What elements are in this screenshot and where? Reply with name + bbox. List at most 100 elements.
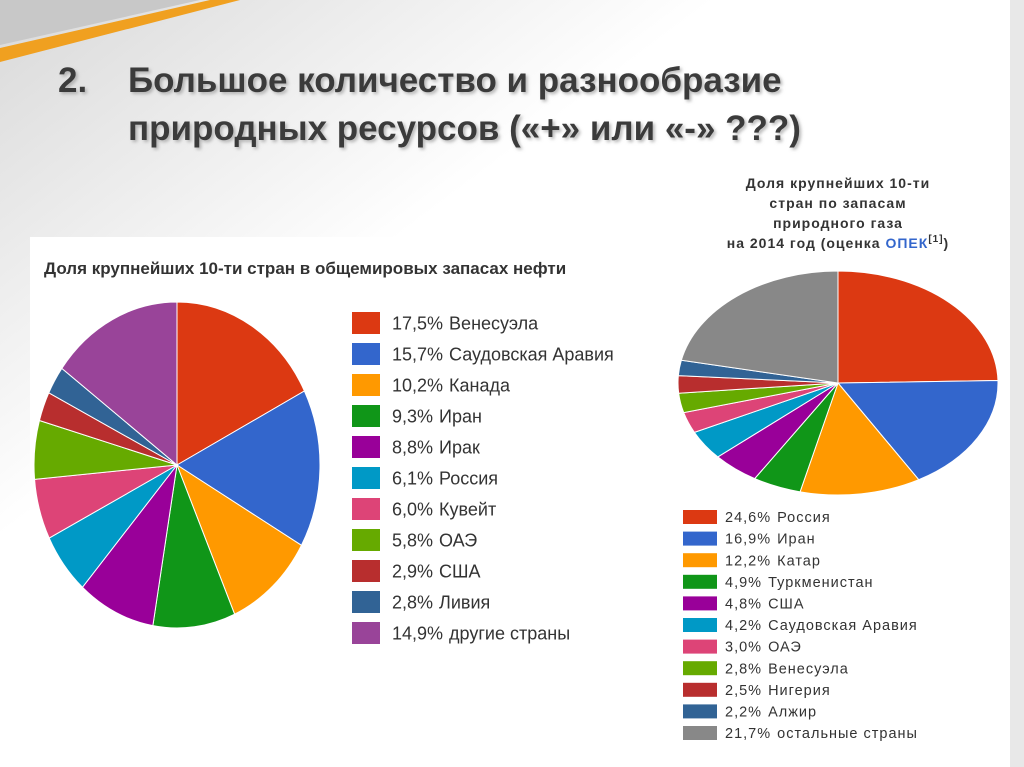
legend-label: Кувейт (439, 499, 496, 519)
pie-slice (81, 463, 178, 627)
legend-label: Саудовская Аравия (449, 344, 614, 364)
chart-title: Доля крупнейших 10-ти стран в общемировы… (44, 259, 566, 278)
legend-swatch (683, 682, 717, 697)
legend-value: 4,9% (725, 575, 762, 591)
legend-entry: 12,2% Катар (725, 553, 821, 569)
legend-swatch (683, 574, 717, 589)
legend-label: Канада (449, 375, 511, 395)
legend-entry: 3,0% ОАЭ (725, 640, 802, 656)
legend-label: Россия (777, 510, 831, 526)
legend-entry: 2,5% Нигерия (725, 683, 831, 699)
legend-value: 10,2% (392, 375, 443, 395)
legend-entry: 5,8% ОАЭ (392, 530, 477, 550)
legend-entry: 8,8% Ирак (392, 437, 480, 457)
legend-label: Саудовская Аравия (768, 618, 918, 634)
legend-entry: 10,2% Канада (392, 375, 511, 395)
pie-slice (837, 270, 999, 384)
legend-entry: 15,7% Саудовская Аравия (392, 344, 614, 364)
legend-swatch (683, 553, 717, 568)
legend-value: 6,1% (392, 468, 433, 488)
legend-label: Ирак (439, 437, 480, 457)
legend-entry: 9,3% Иран (392, 406, 482, 426)
title-text: на 2014 год (оценка (727, 235, 881, 251)
legend-entry: 4,2% Саудовская Аравия (725, 618, 918, 634)
legend-label: Иран (439, 406, 482, 426)
legend-value: 12,2% (725, 553, 771, 569)
chart-title: природного газа (773, 215, 903, 231)
legend-swatch (352, 436, 380, 458)
legend-swatch (352, 560, 380, 582)
slide-title: природных ресурсов («+» или «-» ???) (128, 109, 801, 148)
legend-swatch (352, 343, 380, 365)
legend-swatch (683, 596, 717, 611)
legend-value: 21,7% (725, 726, 771, 742)
legend-value: 2,5% (725, 683, 762, 699)
legend-value: 24,6% (725, 510, 771, 526)
legend-entry: 2,8% Ливия (392, 592, 490, 612)
decor-stripe (0, 0, 240, 62)
legend-swatch (352, 312, 380, 334)
legend-entry: 2,8% Венесуэла (725, 661, 849, 677)
title-source: ОПЕК (885, 235, 928, 251)
legend-entry: 16,9% Иран (725, 532, 816, 548)
legend-entry: 6,1% Россия (392, 468, 498, 488)
legend-swatch (683, 531, 717, 546)
legend-value: 6,0% (392, 499, 433, 519)
legend-value: 2,2% (725, 704, 762, 720)
pie-slice (175, 463, 303, 615)
legend-swatch (352, 591, 380, 613)
pie-slice (61, 301, 178, 467)
pie-slice (799, 382, 920, 496)
legend-entry: 17,5% Венесуэла (392, 313, 539, 333)
legend-swatch (352, 622, 380, 644)
legend-label: США (439, 561, 481, 581)
legend-value: 4,8% (725, 596, 762, 612)
legend-label: США (768, 596, 804, 612)
legend-entry: 6,0% Кувейт (392, 499, 496, 519)
legend-label: остальные страны (777, 726, 918, 742)
legend-value: 14,9% (392, 623, 443, 643)
legend-entry: 2,9% США (392, 561, 481, 581)
legend-value: 5,8% (392, 530, 433, 550)
legend-swatch (683, 639, 717, 654)
pie-slice (152, 463, 236, 629)
legend-label: Катар (777, 553, 821, 569)
legend-label: Ливия (439, 592, 490, 612)
slide-number: 2. (58, 61, 87, 100)
legend-entry: 4,8% США (725, 596, 805, 612)
decor-edge (1010, 0, 1024, 767)
legend-label: ОАЭ (768, 640, 802, 656)
legend-swatch (683, 726, 717, 740)
legend-value: 16,9% (725, 532, 771, 548)
legend-swatch (352, 467, 380, 489)
legend-label: Россия (439, 468, 498, 488)
legend-entry: 21,7% остальные страны (725, 726, 918, 742)
legend-value: 2,9% (392, 561, 433, 581)
legend-entry: 2,2% Алжир (725, 704, 817, 720)
legend-swatch (683, 661, 717, 676)
legend-value: 9,3% (392, 406, 433, 426)
legend-value: 15,7% (392, 344, 443, 364)
legend-value: 8,8% (392, 437, 433, 457)
legend-swatch (352, 405, 380, 427)
legend-value: 17,5% (392, 313, 443, 333)
legend-value: 3,0% (725, 640, 762, 656)
legend-entry: 24,6% Россия (725, 510, 831, 526)
chart-title: Доля крупнейших 10-ти (746, 175, 930, 191)
chart-title: на 2014 год (оценка ОПЕК[1]) (727, 234, 949, 251)
legend-label: Венесуэла (449, 313, 539, 333)
legend-label: Иран (777, 532, 816, 548)
legend-label: ОАЭ (439, 530, 477, 550)
legend-value: 2,8% (392, 592, 433, 612)
legend-label: Туркменистан (768, 575, 873, 591)
legend-swatch (683, 618, 717, 632)
pie-slice (176, 390, 321, 547)
pie-slice (176, 301, 306, 466)
legend-label: Венесуэла (768, 661, 849, 677)
legend-swatch (352, 498, 380, 520)
legend-label: Нигерия (768, 683, 831, 699)
legend-swatch (352, 529, 380, 551)
pie-slice (836, 380, 999, 481)
legend-swatch (683, 510, 717, 524)
